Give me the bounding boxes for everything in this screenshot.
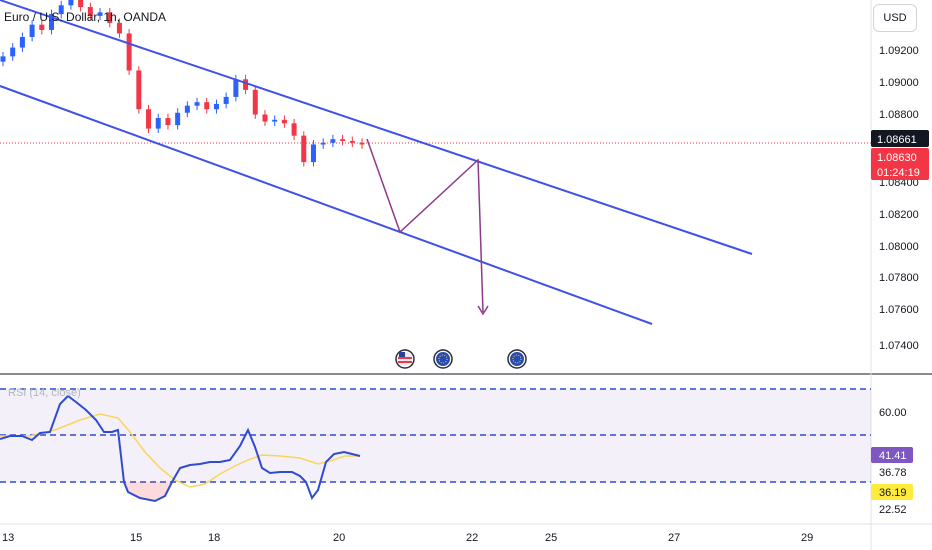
candle-body bbox=[291, 123, 297, 136]
candle-body bbox=[87, 7, 93, 16]
price-axis-label: 1.07600 bbox=[879, 304, 919, 316]
candle-body bbox=[146, 109, 152, 129]
rsi-pane[interactable]: RSI (14, close) 60.00 41.41 36.78 36.19 … bbox=[0, 387, 913, 516]
candle-body bbox=[126, 33, 132, 71]
time-axis-label: 29 bbox=[801, 532, 813, 544]
candlestick-series bbox=[0, 0, 365, 167]
rsi-line bbox=[0, 394, 361, 503]
candle-body bbox=[116, 22, 122, 34]
currency-button[interactable]: USD bbox=[873, 4, 917, 32]
price-axis-label: 1.08000 bbox=[879, 241, 919, 253]
candle-body bbox=[301, 135, 307, 163]
candle-body bbox=[310, 144, 316, 163]
candle-body bbox=[204, 102, 210, 110]
candle-body bbox=[136, 70, 142, 110]
candle-body bbox=[243, 79, 249, 90]
candle-body bbox=[233, 79, 239, 97]
time-axis-label: 25 bbox=[545, 532, 557, 544]
rsi-ma-tag: 36.19 bbox=[871, 484, 913, 500]
svg-text:01:24:19: 01:24:19 bbox=[877, 167, 920, 179]
price-axis-label: 1.07400 bbox=[879, 340, 919, 352]
time-axis-label: 20 bbox=[333, 532, 345, 544]
candle-body bbox=[359, 142, 365, 145]
candle-body bbox=[107, 12, 113, 23]
candle-body bbox=[213, 103, 219, 110]
candle-body bbox=[155, 118, 161, 129]
candle-body bbox=[330, 139, 336, 143]
candle-body bbox=[223, 96, 229, 104]
time-axis-label: 15 bbox=[130, 532, 142, 544]
candle-body bbox=[78, 0, 84, 8]
price-axis-label: 1.09000 bbox=[879, 77, 919, 89]
rsi-oversold-fill bbox=[124, 482, 172, 501]
candle-body bbox=[19, 37, 25, 48]
eu-flag-event-icon-2[interactable] bbox=[507, 349, 527, 369]
channel-lower-line[interactable] bbox=[0, 85, 653, 325]
current-price-tag: 1.08630 01:24:19 bbox=[871, 148, 929, 180]
projection-arrowhead bbox=[477, 305, 489, 316]
candle-body bbox=[58, 5, 64, 15]
time-axis-label: 27 bbox=[668, 532, 680, 544]
candle-body bbox=[252, 89, 258, 115]
candle-body bbox=[68, 0, 74, 6]
candle-body bbox=[97, 12, 103, 16]
candle-body bbox=[272, 119, 278, 122]
candle-body bbox=[262, 114, 268, 122]
us-flag-event-icon[interactable] bbox=[395, 349, 415, 369]
price-axis[interactable]: 1.09200 1.09000 1.08800 1.08400 1.08200 … bbox=[879, 45, 919, 352]
rsi-axis-label: 60.00 bbox=[879, 407, 907, 419]
svg-text:1.08661: 1.08661 bbox=[877, 134, 917, 146]
candle-body bbox=[281, 119, 287, 124]
channel-upper-line[interactable] bbox=[0, 0, 753, 255]
candle-body bbox=[194, 102, 200, 106]
rsi-axis-label: 36.78 bbox=[879, 467, 907, 479]
rsi-ma-line bbox=[0, 413, 360, 488]
price-axis-label: 1.08800 bbox=[879, 109, 919, 121]
last-price-tag: 1.08661 bbox=[871, 130, 929, 147]
svg-text:1.08630: 1.08630 bbox=[877, 152, 917, 164]
price-axis-label: 1.09200 bbox=[879, 45, 919, 57]
svg-text:41.41: 41.41 bbox=[879, 450, 907, 462]
price-axis-label: 1.07800 bbox=[879, 272, 919, 284]
svg-text:36.19: 36.19 bbox=[879, 487, 907, 499]
price-axis-label: 1.08200 bbox=[879, 209, 919, 221]
time-axis[interactable]: 13 15 18 20 22 25 27 29 bbox=[2, 532, 813, 544]
eu-flag-event-icon[interactable] bbox=[433, 349, 453, 369]
candle-body bbox=[29, 24, 35, 37]
candle-body bbox=[165, 118, 171, 126]
candle-body bbox=[184, 105, 190, 113]
rsi-legend[interactable]: RSI (14, close) bbox=[8, 387, 81, 399]
candle-body bbox=[39, 24, 45, 30]
candle-body bbox=[0, 56, 6, 62]
time-axis-label: 22 bbox=[466, 532, 478, 544]
symbol-legend[interactable]: Euro / U.S. Dollar, 1h, OANDA bbox=[4, 10, 166, 24]
projection-path[interactable] bbox=[366, 138, 484, 313]
time-axis-label: 18 bbox=[208, 532, 220, 544]
candle-body bbox=[175, 112, 181, 126]
candle-body bbox=[320, 142, 326, 145]
candle-body bbox=[340, 139, 346, 141]
candle-body bbox=[349, 140, 355, 143]
time-axis-label: 13 bbox=[2, 532, 14, 544]
candle-body bbox=[10, 47, 16, 57]
rsi-axis-label: 22.52 bbox=[879, 504, 907, 516]
rsi-value-tag: 41.41 bbox=[871, 447, 913, 463]
candle-body bbox=[49, 14, 55, 30]
